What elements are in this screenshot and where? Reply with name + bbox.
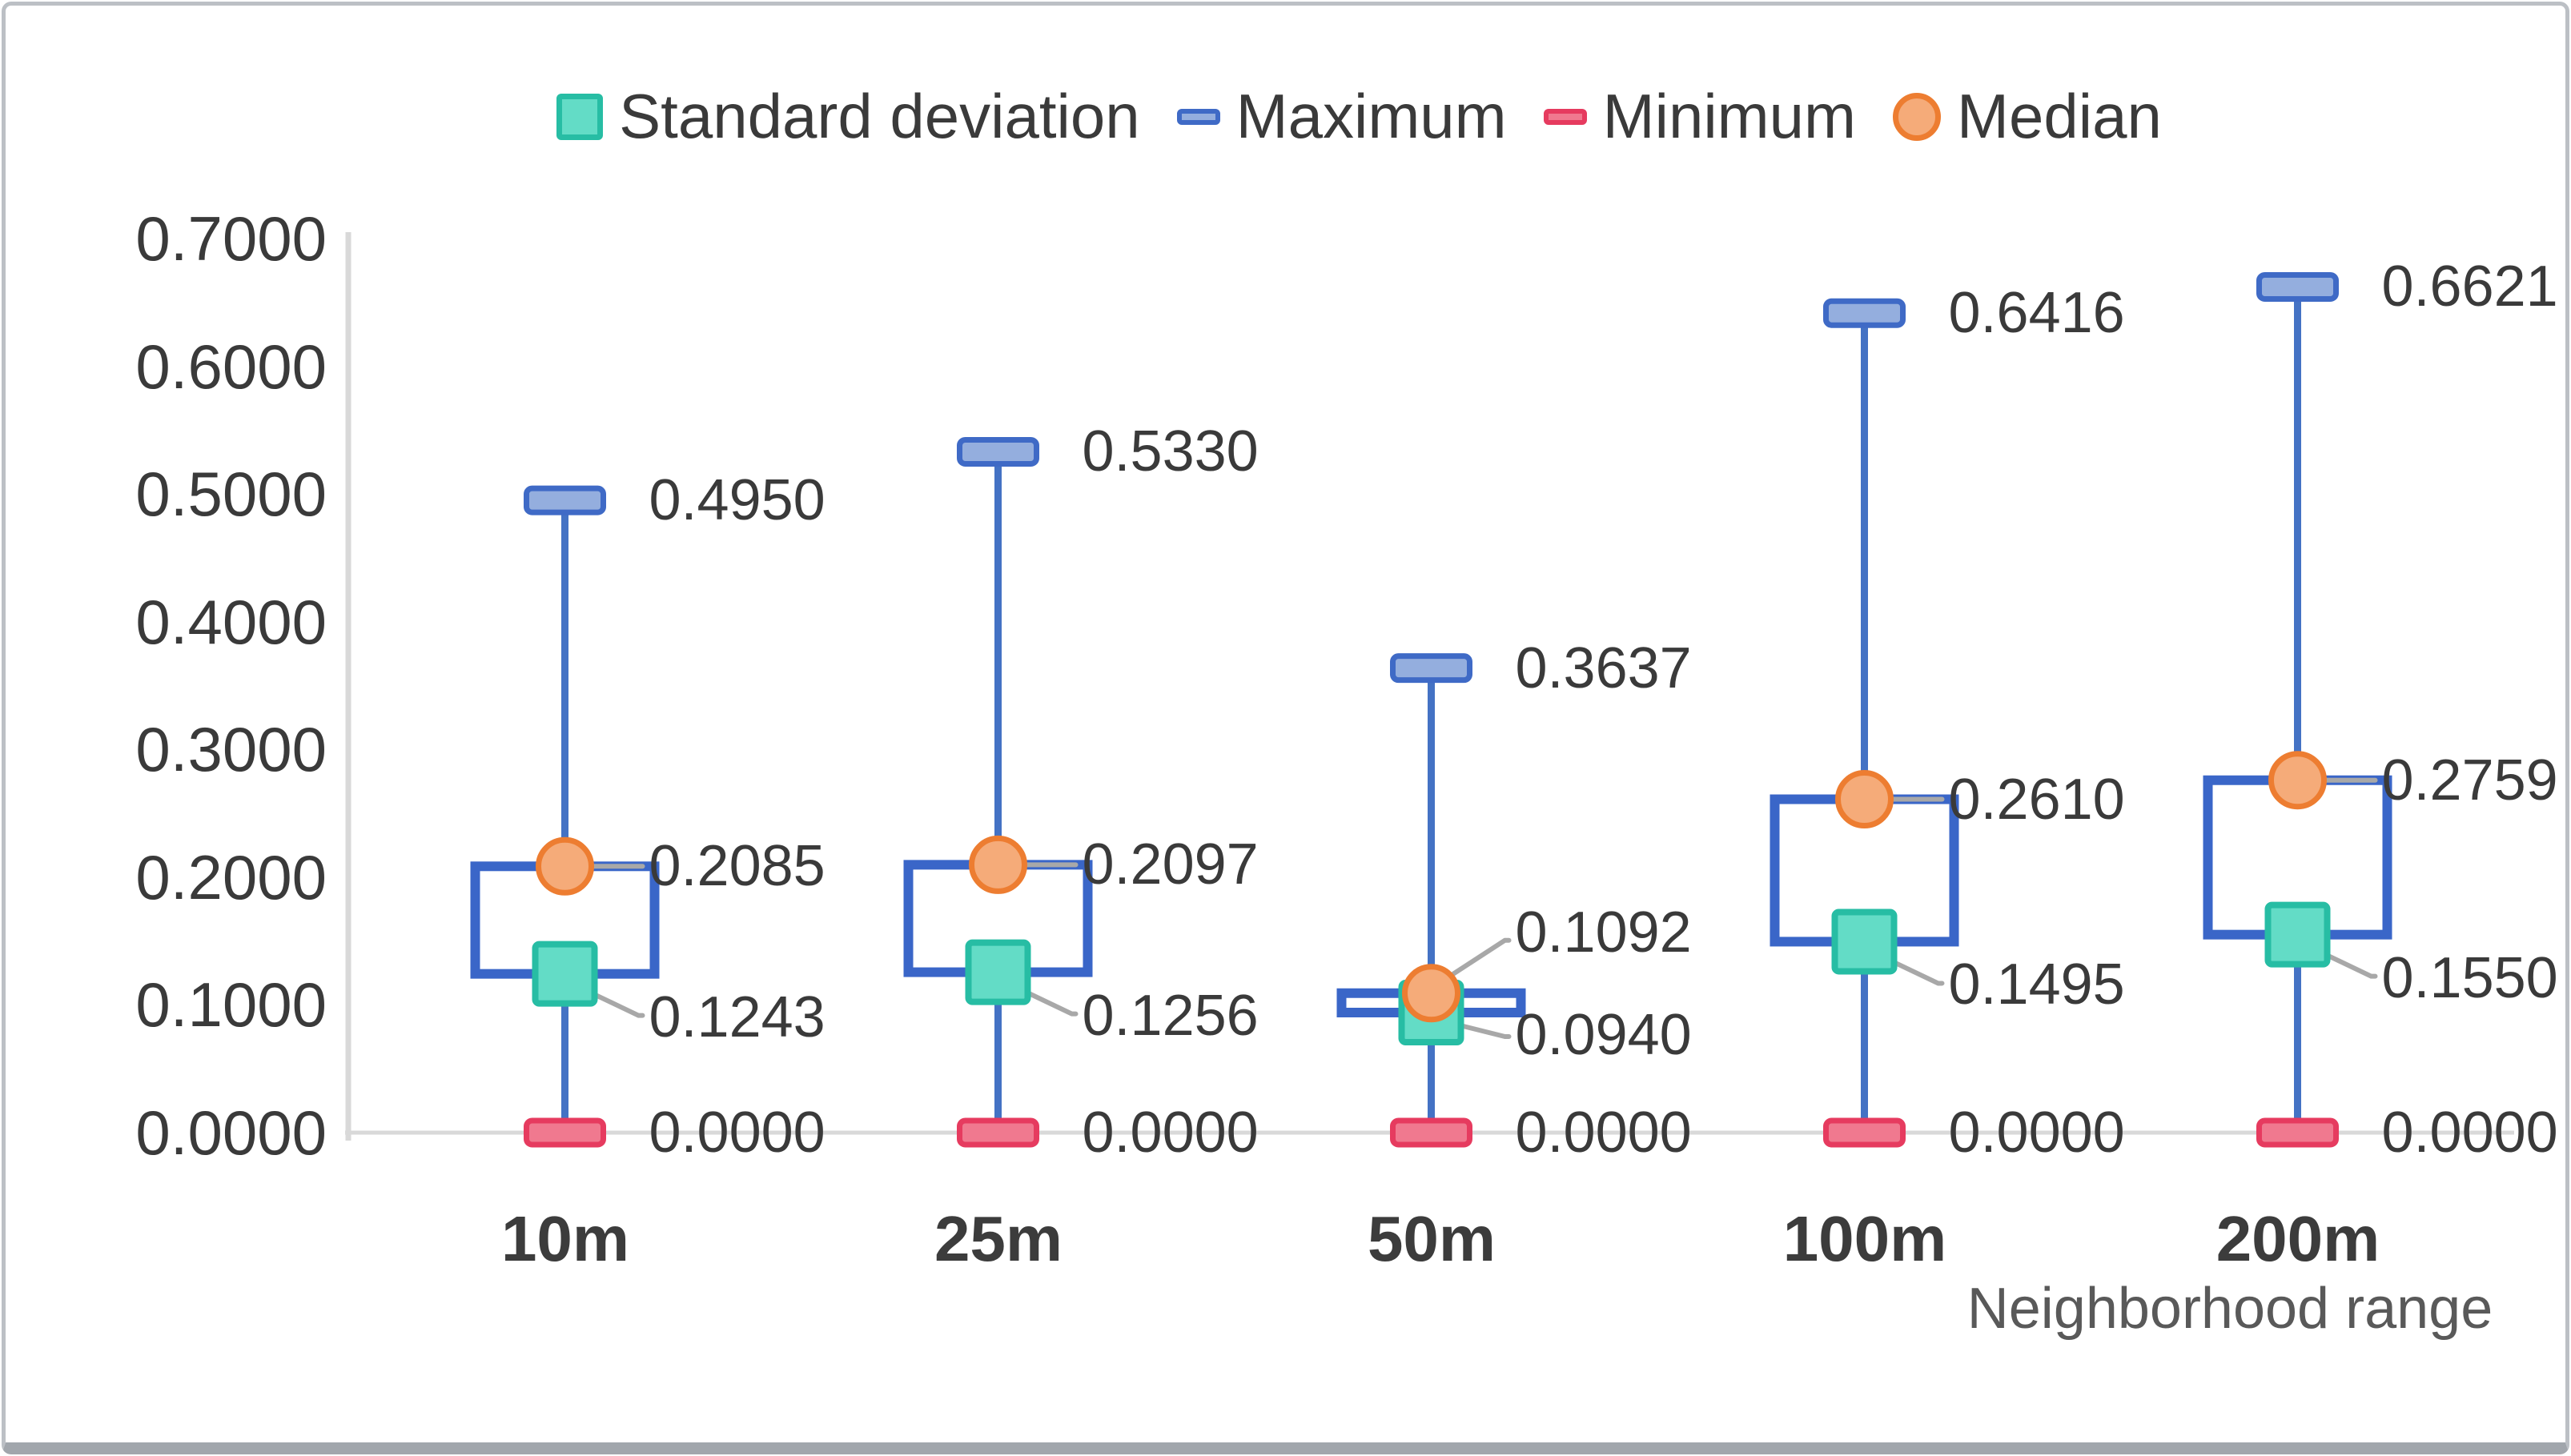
std-marker-200m <box>2264 901 2331 968</box>
median-marker-200m <box>2268 751 2327 810</box>
y-tick-label-0.0000: 0.0000 <box>135 1097 327 1168</box>
std-label-200m: 0.1550 <box>2381 946 2558 1010</box>
legend: Standard deviation Maximum Minimum Median <box>74 80 2571 153</box>
legend-item-maximum: Maximum <box>1176 80 1507 153</box>
max-marker-100m <box>1823 298 1906 328</box>
max-label-25m: 0.5330 <box>1082 419 1259 483</box>
min-marker-100m <box>1823 1117 1906 1148</box>
min-marker-200m <box>2256 1117 2339 1148</box>
median-leader-50m <box>1433 937 1512 988</box>
min-label-200m: 0.0000 <box>2381 1101 2558 1165</box>
std-marker-25m <box>965 939 1031 1005</box>
median-label-100m: 0.2610 <box>1948 768 2125 832</box>
std-label-25m: 0.1256 <box>1082 984 1259 1048</box>
max-label-100m: 0.6416 <box>1948 281 2125 345</box>
legend-item-standard-deviation: Standard deviation <box>556 80 1140 153</box>
min-label-10m: 0.0000 <box>649 1101 826 1165</box>
x-tick-label-25m: 25m <box>934 1203 1063 1274</box>
dash-legend-marker-icon <box>1176 108 1220 125</box>
min-label-100m: 0.0000 <box>1948 1101 2125 1165</box>
min-label-25m: 0.0000 <box>1082 1101 1259 1165</box>
max-marker-10m <box>524 485 606 515</box>
median-label-50m: 0.1092 <box>1515 900 1692 965</box>
max-label-50m: 0.3637 <box>1515 636 1692 700</box>
median-marker-10m <box>536 836 594 896</box>
std-label-10m: 0.1243 <box>649 985 826 1049</box>
std-label-50m: 0.0940 <box>1515 1003 1692 1067</box>
y-tick-label-0.3000: 0.3000 <box>135 714 327 784</box>
y-tick-label-0.2000: 0.2000 <box>135 842 327 913</box>
std-label-100m: 0.1495 <box>1948 953 2125 1017</box>
median-label-200m: 0.2759 <box>2381 748 2558 812</box>
legend-item-median: Median <box>1893 80 2162 153</box>
max-marker-25m <box>957 436 1039 467</box>
median-marker-50m <box>1402 964 1460 1023</box>
max-marker-50m <box>1390 653 1472 684</box>
legend-item-minimum: Minimum <box>1543 80 1856 153</box>
legend-label: Minimum <box>1602 81 1856 151</box>
max-label-200m: 0.6621 <box>2381 255 2558 319</box>
median-label-25m: 0.2097 <box>1082 832 1259 896</box>
x-axis-title: Neighborhood range <box>1966 1277 2493 1341</box>
std-marker-100m <box>1831 908 1898 975</box>
square-legend-marker-icon <box>556 93 604 140</box>
x-tick-label-50m: 50m <box>1367 1203 1496 1274</box>
legend-label: Maximum <box>1235 81 1507 151</box>
legend-label: Median <box>1957 81 2162 151</box>
dash-legend-marker-icon <box>1543 108 1587 125</box>
y-tick-label-0.1000: 0.1000 <box>135 969 327 1040</box>
min-marker-10m <box>524 1117 606 1148</box>
legend-label: Standard deviation <box>619 81 1140 151</box>
circle-legend-marker-icon <box>1893 92 1941 141</box>
median-marker-25m <box>969 835 1027 894</box>
min-label-50m: 0.0000 <box>1515 1101 1692 1165</box>
y-tick-label-0.6000: 0.6000 <box>135 331 327 402</box>
median-label-10m: 0.2085 <box>649 834 826 898</box>
min-marker-50m <box>1390 1117 1472 1148</box>
min-marker-25m <box>957 1117 1039 1148</box>
median-marker-100m <box>1835 770 1894 829</box>
x-tick-label-200m: 200m <box>2215 1203 2380 1274</box>
x-tick-label-100m: 100m <box>1782 1203 1947 1274</box>
max-marker-200m <box>2256 271 2339 302</box>
y-tick-label-0.7000: 0.7000 <box>135 203 327 274</box>
y-tick-label-0.5000: 0.5000 <box>135 459 327 529</box>
x-tick-label-10m: 10m <box>500 1203 630 1274</box>
std-marker-10m <box>532 941 598 1007</box>
y-tick-label-0.4000: 0.4000 <box>135 587 327 657</box>
max-label-10m: 0.4950 <box>649 468 826 532</box>
